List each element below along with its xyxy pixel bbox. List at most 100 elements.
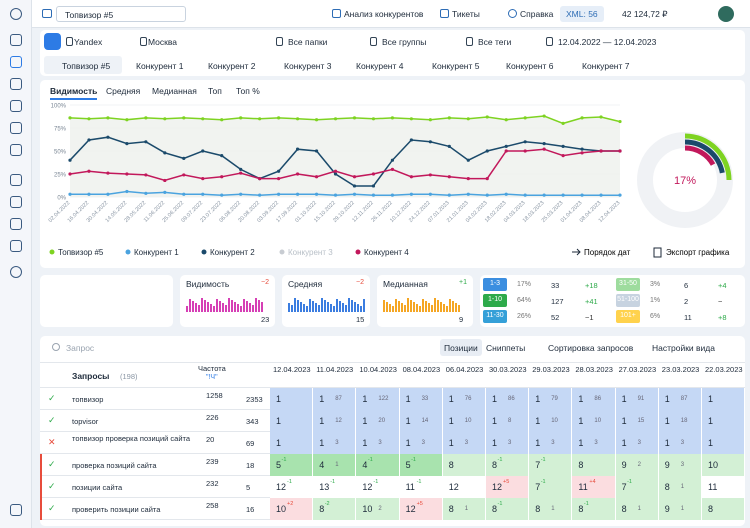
chart-tab[interactable]: Медианная	[152, 86, 197, 96]
competitor-tab[interactable]: Топвизор #5	[62, 61, 111, 71]
nav-icon[interactable]	[10, 78, 22, 90]
ring	[684, 133, 732, 181]
snippet-count: 3	[421, 440, 425, 446]
competitor-tab[interactable]: Конкурент 7	[582, 61, 630, 71]
competitor-tab[interactable]: Конкурент 2	[208, 61, 256, 71]
point	[163, 117, 167, 121]
spark-bar	[449, 299, 451, 312]
toolbar-action[interactable]: Настройки вида	[652, 343, 715, 353]
filter[interactable]: Москва	[148, 37, 178, 47]
top-share: 3%	[650, 281, 661, 288]
chart-tab[interactable]: Видимость	[50, 86, 98, 100]
top-link[interactable]: Анализ конкурентов	[344, 9, 424, 19]
top-delta: −1	[585, 313, 594, 322]
point	[68, 158, 72, 162]
chart-tab[interactable]: Топ	[208, 86, 222, 96]
nav-icon[interactable]	[10, 196, 22, 208]
position: 10	[276, 504, 287, 514]
search-input[interactable]: Запрос	[66, 343, 95, 353]
position-delta: +4	[589, 479, 596, 485]
spark-bar	[189, 299, 191, 312]
point	[504, 149, 508, 153]
filter[interactable]: Все теги	[478, 37, 512, 47]
point	[87, 169, 91, 173]
point	[239, 167, 243, 171]
chart-tab[interactable]: Средняя	[106, 86, 141, 96]
position-delta: -1	[373, 479, 379, 485]
toolbar-action[interactable]: Сортировка запросов	[548, 343, 634, 353]
volume: 69	[246, 439, 255, 448]
refresh-button[interactable]	[44, 33, 61, 50]
spark-bar	[291, 305, 293, 312]
spark-bar	[213, 306, 215, 312]
position-cell	[615, 432, 659, 454]
point	[561, 144, 565, 148]
point	[599, 115, 603, 119]
nav-icon[interactable]	[10, 100, 22, 112]
position: 1	[708, 438, 714, 448]
freq-sub: "!Ч"	[206, 374, 218, 381]
position: 8	[664, 482, 670, 492]
spark-bar	[303, 304, 305, 312]
point	[428, 192, 432, 196]
toolbar-tab[interactable]: Сниппеты	[486, 343, 526, 353]
exit-icon[interactable]	[10, 504, 22, 516]
project-select[interactable]: Топвизор #5	[56, 6, 186, 22]
position-delta: -1	[540, 457, 546, 463]
competitor-tab[interactable]: Конкурент 4	[356, 61, 404, 71]
snippet-count: 86	[508, 396, 515, 402]
toolbar-tab[interactable]: Позиции	[444, 343, 478, 353]
position-delta: -2	[324, 501, 330, 507]
nav-icon[interactable]	[10, 218, 22, 230]
snippet-count: 87	[680, 396, 688, 402]
table-header	[40, 362, 745, 388]
position: 1	[448, 438, 454, 448]
competitor-tab[interactable]: Конкурент 6	[506, 61, 554, 71]
position-cell	[615, 388, 659, 410]
filter[interactable]: Все группы	[382, 37, 427, 47]
volume: 343	[246, 417, 259, 426]
point	[466, 158, 470, 162]
top-link[interactable]: Справка	[520, 9, 554, 19]
position-cell	[702, 454, 746, 476]
point	[580, 147, 584, 151]
point	[163, 151, 167, 155]
filter[interactable]: Yandex	[74, 37, 103, 47]
position-cell	[486, 454, 530, 476]
point	[447, 116, 451, 120]
filter-icon	[66, 37, 73, 46]
point	[258, 193, 262, 197]
y-tick-label: 0%	[57, 196, 66, 202]
top-badge: 101+	[616, 310, 640, 323]
point	[201, 177, 205, 181]
query-header: Запросы	[72, 371, 110, 381]
position-cell	[442, 410, 486, 432]
chart-tab[interactable]: Топ %	[236, 86, 260, 96]
point	[352, 192, 357, 196]
filter[interactable]: 12.04.2022 — 12.04.2023	[558, 37, 657, 47]
point	[295, 147, 300, 151]
nav-icon[interactable]	[10, 34, 22, 46]
nav-icon[interactable]	[10, 240, 22, 252]
top-badge: 11-30	[483, 310, 507, 323]
nav-icon[interactable]	[10, 56, 22, 68]
point	[466, 192, 470, 196]
competitor-tab[interactable]: Конкурент 5	[432, 61, 480, 71]
nav-icon[interactable]	[10, 174, 22, 186]
competitor-tab[interactable]: Конкурент 1	[136, 61, 184, 71]
top-link[interactable]: Тикеты	[452, 9, 480, 19]
nav-icon[interactable]	[10, 122, 22, 134]
spark-bar	[327, 302, 329, 312]
position-delta: +5	[416, 501, 423, 507]
position-cell	[356, 388, 400, 410]
position-cell	[399, 432, 443, 454]
icon	[653, 247, 662, 258]
competitor-tab[interactable]: Конкурент 3	[284, 61, 332, 71]
position-cell	[486, 476, 530, 498]
logo[interactable]	[10, 8, 22, 20]
filter-icon	[546, 37, 553, 46]
filter[interactable]: Все папки	[288, 37, 328, 47]
settings-icon[interactable]	[10, 266, 22, 278]
top-share: 26%	[517, 313, 532, 320]
nav-icon[interactable]	[10, 144, 22, 156]
